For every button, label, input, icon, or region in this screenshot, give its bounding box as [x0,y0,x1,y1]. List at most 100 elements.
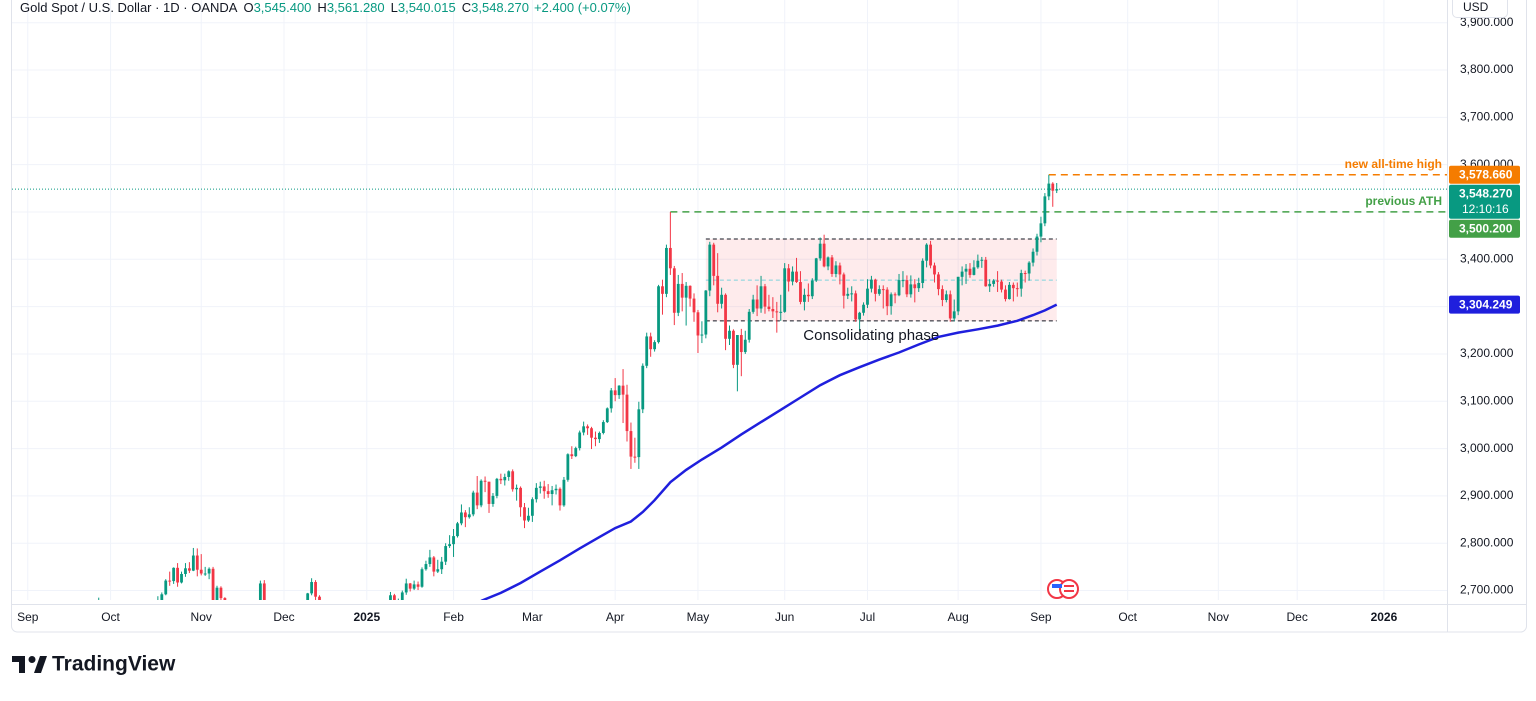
candle-body [436,569,440,572]
candle-body [262,583,266,600]
candle-body [653,342,656,350]
candle-body [467,514,471,518]
ohlc-key: L [390,0,398,15]
candle-body [330,616,333,617]
candle-body [1004,289,1007,300]
candle-body [885,289,889,307]
candle-body [554,488,558,491]
candle-body [956,276,960,312]
x-tick-label: Jul [860,610,875,624]
candle-body [149,611,152,615]
candle-body [818,243,822,259]
candle-body [873,279,877,294]
y-tick-label: 2,800.000 [1460,535,1514,549]
candle-body [1043,196,1047,224]
candle-body [1027,262,1031,274]
candle-body [191,555,195,571]
candle-body [921,260,925,283]
price-tag-label: 3,304.249 [1459,297,1513,311]
x-tick-label: 2025 [353,610,380,624]
price-tag [1449,184,1520,219]
candle-body [684,285,688,298]
candle-body [160,594,164,600]
candle-body [771,308,775,312]
candle-body [641,365,645,410]
candle-body [629,431,633,457]
candle-body [913,284,917,289]
currency-button[interactable]: USD [1452,0,1508,18]
candle-body [676,283,680,313]
plot-area [12,174,1447,655]
candle-body [247,623,250,632]
candle-body [452,536,455,545]
candle-body [432,557,436,572]
candle-body [944,294,948,300]
candle-body [460,512,463,524]
candle-body [294,614,297,622]
candle-body [633,456,637,458]
candle-body [925,244,929,261]
candle-body [952,311,956,319]
candle-body [550,490,554,495]
x-tick-label: Jun [775,610,794,624]
candle-body [239,654,242,655]
candle-body [566,454,570,480]
candle-body [933,265,936,275]
candle-body [889,294,893,307]
candle-body [929,244,932,266]
candle-body [141,624,144,631]
candle-body [964,268,968,272]
candle-body [408,583,412,589]
candle-body [420,569,424,587]
candle-body [881,289,885,291]
event-flags [1047,579,1079,599]
y-tick-label: 3,900.000 [1460,15,1514,29]
candle-body [538,486,542,488]
candle-body [223,598,227,600]
candle-body [814,258,818,281]
candle-body [479,480,483,506]
y-tick-label: 2,700.000 [1460,583,1514,597]
candle-body [621,385,625,395]
candle-body [854,293,858,320]
candle-body [661,286,664,294]
candle-body [156,603,159,608]
candle-body [381,608,384,615]
x-tick-label: Oct [101,610,120,624]
candle-body [400,592,404,600]
price-tag [1449,295,1520,314]
x-tick-label: Sep [17,610,39,624]
candle-body [1051,183,1055,191]
candle-body [546,491,550,495]
candle-body [1008,284,1011,300]
candle-body [342,626,345,641]
candle-body [783,268,787,312]
candle-body [258,583,262,600]
candle-body [515,487,519,490]
candle-body [582,426,586,433]
candle-body [195,555,199,570]
candle-body [322,613,325,615]
candle-body [937,274,940,290]
candle-body [799,282,802,302]
candle-body [586,426,589,429]
candle-body [1047,183,1051,197]
candle-body [1000,281,1003,290]
price-tag-label: 3,578.660 [1459,167,1513,181]
candle-body [830,257,834,274]
candle-body [1019,273,1023,289]
candle-body [668,247,672,269]
brand-logo: TradingView [12,653,176,676]
candle-body [672,268,676,313]
candle-body [688,285,692,299]
y-tick-label: 3,800.000 [1460,62,1514,76]
candle-body [767,306,771,309]
candle-body [1039,223,1043,237]
price-tag [1449,219,1520,238]
candle-body [755,299,759,309]
candle-body [917,282,921,289]
candle-body [1023,273,1027,275]
x-tick-label: Mar [522,610,543,624]
candle-body [503,476,507,481]
